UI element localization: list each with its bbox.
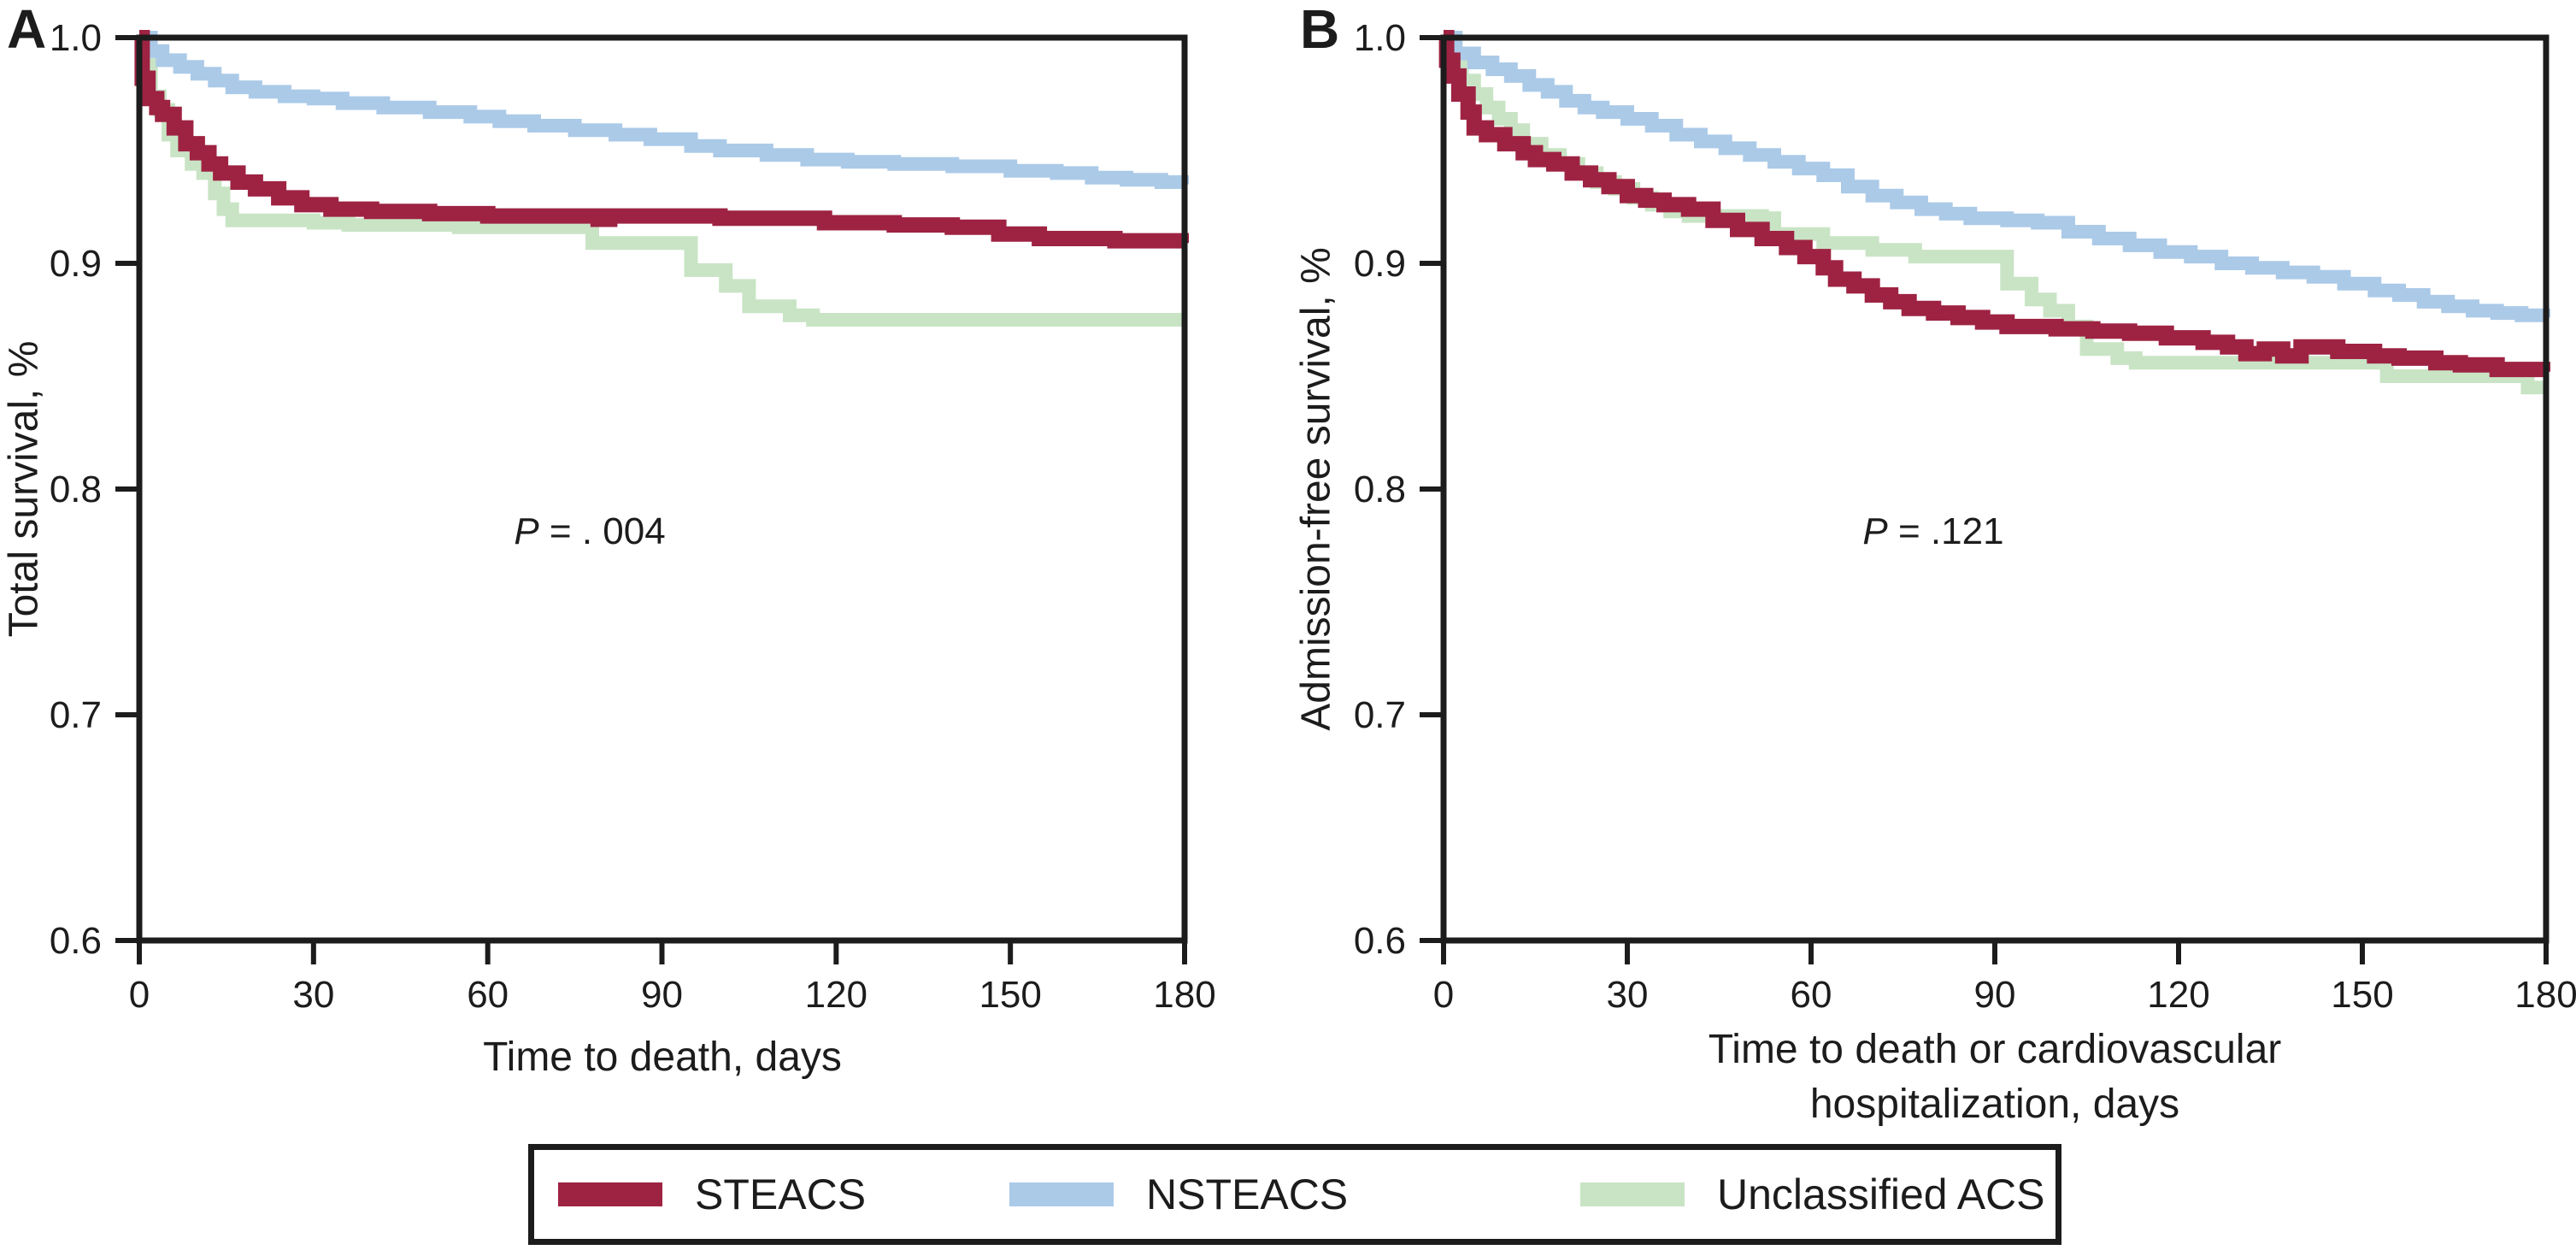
panel-a-x-tick-label: 150: [979, 974, 1041, 1016]
panel-a-x-axis-title: Time to death, days: [483, 1030, 842, 1085]
panel-b-y-tick-label: 0.6: [1354, 920, 1406, 962]
panel-a-x-tick-label: 90: [641, 974, 683, 1016]
panel-b-x-axis-title-line2: hospitalization, days: [1809, 1082, 2180, 1127]
panel-b-y-tick-label: 0.7: [1354, 694, 1406, 736]
panel-a-curve-nsteacs: [139, 31, 1189, 189]
panel-b-plot: 1.0 0.9 0.8 0.7 0.6 0 30 60 90 120 150 180: [1354, 17, 2576, 1016]
panel-b-x-tick-label: 0: [1433, 974, 1454, 1016]
panel-a-x-tick-label: 0: [129, 974, 150, 1016]
panel-b-p-number: = .121: [1887, 510, 2004, 552]
panel-a-y-axis-title: Total survival, %: [1, 340, 47, 638]
panel-b-p-symbol: P: [1862, 510, 1888, 552]
panel-a-letter: A: [7, 0, 47, 60]
legend-item-steacs: STEACS: [558, 1170, 866, 1219]
panel-a-y-tick-label: 0.8: [50, 469, 102, 510]
panel-b-x-tick-label: 90: [1974, 974, 2016, 1016]
legend: STEACS NSTEACS Unclassified ACS: [528, 1144, 2061, 1245]
panel-a-curve-steacs: [134, 30, 1189, 249]
panel-a-plot: 1.0 0.9 0.8 0.7 0.6 0 30 60 90 120 150 180: [50, 17, 1216, 1016]
panel-a-curve-unclassified-acs: [137, 31, 1185, 327]
panel-b-curve-nsteacs: [1444, 31, 2550, 322]
panel-b-curve-steacs: [1438, 30, 2550, 378]
panel-b-y-tick-label: 0.8: [1354, 469, 1406, 510]
panel-a-p-symbol: P: [514, 510, 539, 552]
panel-a-x-axis-title-line: Time to death, days: [483, 1035, 842, 1080]
panel-b-y-axis-title: Admission-free survival, %: [1293, 247, 1339, 731]
panel-b-y-tick-label: 1.0: [1354, 17, 1406, 59]
panel-a-p-number: = . 004: [538, 510, 666, 552]
panel-a-y-tick-label: 0.6: [50, 920, 102, 962]
panel-b-x-tick-label: 150: [2331, 974, 2393, 1016]
panel-b-x-tick-label: 180: [2514, 974, 2576, 1016]
unclassified-acs-color-swatch-icon: [1580, 1182, 1685, 1206]
panel-a-x-tick-label: 180: [1153, 974, 1215, 1016]
panel-a-p-value: P = . 004: [514, 510, 665, 553]
panel-a-x-tick-label: 120: [805, 974, 867, 1016]
panel-b-p-value: P = .121: [1862, 510, 2003, 553]
panel-b-letter: B: [1300, 0, 1340, 60]
panel-b-y-tick-label: 0.9: [1354, 243, 1406, 285]
legend-item-unclassified-acs: Unclassified ACS: [1580, 1170, 2045, 1219]
panel-b-x-axis-title-line1: Time to death or cardiovascular: [1708, 1027, 2282, 1072]
panel-a-x-tick-label: 30: [292, 974, 334, 1016]
panel-a-x-tick-label: 60: [467, 974, 509, 1016]
nsteacs-color-swatch-icon: [1009, 1182, 1114, 1206]
legend-label-unclassified-acs: Unclassified ACS: [1717, 1170, 2045, 1218]
panel-a-y-tick-label: 0.7: [50, 694, 102, 736]
legend-label-nsteacs: NSTEACS: [1146, 1170, 1349, 1218]
panel-b-x-tick-label: 60: [1791, 974, 1832, 1016]
legend-label-steacs: STEACS: [695, 1170, 867, 1218]
panel-b-x-tick-label: 30: [1607, 974, 1649, 1016]
panel-b-x-tick-label: 120: [2147, 974, 2209, 1016]
panel-a-y-tick-label: 1.0: [50, 17, 102, 59]
panel-b-x-axis-title: Time to death or cardiovascular hospital…: [1709, 1023, 2282, 1132]
steacs-color-swatch-icon: [558, 1182, 662, 1206]
panel-a-y-tick-label: 0.9: [50, 243, 102, 285]
legend-item-nsteacs: NSTEACS: [1009, 1170, 1348, 1219]
